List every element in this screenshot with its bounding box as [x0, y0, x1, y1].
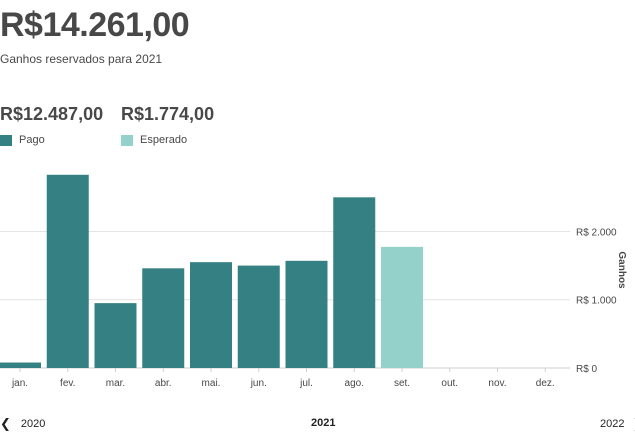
- y-tick-label: R$ 1.000: [576, 296, 617, 307]
- bar-paid[interactable]: [237, 265, 280, 368]
- bar-expected[interactable]: [381, 246, 423, 368]
- next-year-button[interactable]: 2022 ❯: [600, 417, 635, 430]
- legend-paid-label: Pago: [19, 134, 45, 146]
- bar-paid[interactable]: [333, 197, 376, 368]
- y-axis-label: Ganhos: [616, 251, 627, 289]
- prev-year-button[interactable]: ❮ 2020: [0, 417, 45, 430]
- chevron-right-icon: ❯: [632, 417, 635, 430]
- legend-paid: Pago: [0, 134, 45, 146]
- x-tick-label: jul.: [299, 378, 313, 389]
- prev-year-label: 2020: [20, 417, 46, 430]
- earnings-subtitle: Ganhos reservados para 2021: [0, 52, 163, 66]
- earnings-bar-chart: R$ 0 R$ 1.000 R$ 2.000 Ganhos jan. fev. mar. ab…: [0, 174, 627, 389]
- x-tick-label: dez.: [536, 378, 555, 389]
- x-tick-label: jan.: [11, 378, 28, 389]
- y-tick-label: R$ 0: [576, 364, 598, 375]
- paid-amount: R$12.487,00: [0, 104, 104, 124]
- bar-paid[interactable]: [142, 268, 185, 368]
- bar-paid[interactable]: [190, 262, 232, 368]
- expected-amount: R$1.774,00: [121, 104, 215, 124]
- x-tick-label: ago.: [345, 378, 364, 389]
- bar-paid[interactable]: [94, 303, 137, 368]
- next-year-label: 2022: [600, 417, 625, 430]
- chevron-left-icon: ❮: [0, 416, 11, 431]
- legend-expected-label: Esperado: [140, 134, 188, 146]
- x-tick-label: abr.: [155, 378, 172, 389]
- x-tick-label: out.: [441, 378, 458, 389]
- x-tick-label: set.: [394, 378, 410, 389]
- y-tick-label: R$ 2.000: [576, 227, 617, 238]
- bar-paid[interactable]: [0, 362, 41, 368]
- legend-expected: Esperado: [121, 134, 187, 146]
- x-tick-label: mai.: [202, 378, 221, 389]
- current-year: 2021: [311, 417, 336, 429]
- legend-expected-swatch: [121, 134, 133, 146]
- x-tick-label: nov.: [488, 378, 506, 389]
- bar-paid[interactable]: [285, 260, 328, 368]
- x-tick-label: jun.: [250, 378, 267, 389]
- x-tick-label: fev.: [60, 378, 75, 389]
- x-tick-label: mar.: [106, 378, 125, 389]
- bar-paid[interactable]: [46, 174, 89, 368]
- legend-paid-swatch: [0, 134, 12, 146]
- total-earnings: R$14.261,00: [0, 6, 190, 44]
